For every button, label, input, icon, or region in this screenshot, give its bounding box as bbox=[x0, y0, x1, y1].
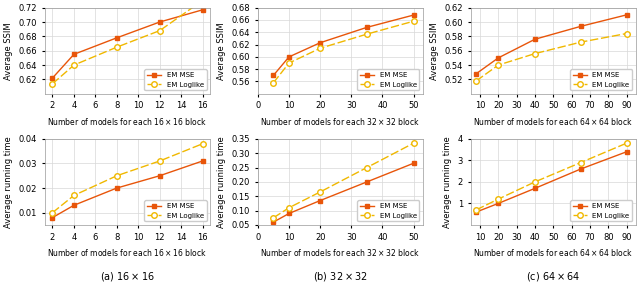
EM MSE bbox=[49, 76, 56, 80]
EM Loglike bbox=[269, 216, 277, 220]
Legend: EM MSE, EM Loglike: EM MSE, EM Loglike bbox=[357, 200, 419, 221]
EM Loglike bbox=[410, 20, 417, 23]
Y-axis label: Average SSIM: Average SSIM bbox=[4, 22, 13, 80]
EM MSE bbox=[531, 186, 539, 190]
EM MSE bbox=[531, 38, 539, 41]
EM MSE bbox=[410, 13, 417, 17]
Y-axis label: Average SSIM: Average SSIM bbox=[217, 22, 226, 80]
EM Loglike bbox=[113, 45, 121, 49]
EM MSE bbox=[623, 13, 630, 17]
EM Loglike bbox=[363, 32, 371, 36]
EM Loglike bbox=[70, 194, 78, 197]
Line: EM Loglike: EM Loglike bbox=[271, 140, 417, 221]
EM Loglike bbox=[49, 82, 56, 86]
EM Loglike bbox=[577, 40, 584, 44]
EM Loglike bbox=[623, 32, 630, 35]
Y-axis label: Average running time: Average running time bbox=[443, 136, 452, 228]
X-axis label: Number of models for each $64\times 64$ block: Number of models for each $64\times 64$ … bbox=[473, 247, 634, 258]
EM Loglike bbox=[70, 63, 78, 67]
EM MSE bbox=[199, 8, 207, 12]
EM MSE bbox=[472, 210, 480, 214]
Legend: EM MSE, EM Loglike: EM MSE, EM Loglike bbox=[570, 69, 632, 90]
Text: (b) $32\times 32$: (b) $32\times 32$ bbox=[313, 270, 368, 283]
EM MSE bbox=[70, 53, 78, 56]
Line: EM MSE: EM MSE bbox=[474, 149, 629, 215]
EM MSE bbox=[269, 74, 277, 77]
EM Loglike bbox=[156, 159, 164, 163]
EM MSE bbox=[285, 55, 293, 59]
EM Loglike bbox=[269, 81, 277, 84]
EM Loglike bbox=[623, 141, 630, 145]
Line: EM MSE: EM MSE bbox=[50, 159, 205, 220]
EM MSE bbox=[495, 202, 502, 205]
EM Loglike bbox=[156, 29, 164, 32]
Line: EM MSE: EM MSE bbox=[271, 13, 416, 78]
EM MSE bbox=[316, 41, 324, 44]
Y-axis label: Average running time: Average running time bbox=[217, 136, 226, 228]
X-axis label: Number of models for each $32\times 32$ block: Number of models for each $32\times 32$ … bbox=[260, 116, 420, 127]
EM MSE bbox=[156, 20, 164, 24]
Line: EM MSE: EM MSE bbox=[474, 12, 629, 76]
Line: EM MSE: EM MSE bbox=[271, 161, 416, 225]
EM Loglike bbox=[363, 166, 371, 169]
EM MSE bbox=[156, 174, 164, 178]
EM Loglike bbox=[577, 161, 584, 164]
EM Loglike bbox=[316, 190, 324, 194]
EM Loglike bbox=[495, 63, 502, 67]
EM MSE bbox=[577, 25, 584, 28]
EM Loglike bbox=[316, 46, 324, 50]
EM Loglike bbox=[49, 211, 56, 214]
Legend: EM MSE, EM Loglike: EM MSE, EM Loglike bbox=[145, 200, 207, 221]
Legend: EM MSE, EM Loglike: EM MSE, EM Loglike bbox=[145, 69, 207, 90]
Legend: EM MSE, EM Loglike: EM MSE, EM Loglike bbox=[357, 69, 419, 90]
EM MSE bbox=[472, 72, 480, 75]
Y-axis label: Average SSIM: Average SSIM bbox=[430, 22, 439, 80]
Text: (c) $64\times 64$: (c) $64\times 64$ bbox=[526, 270, 580, 283]
EM MSE bbox=[49, 216, 56, 219]
X-axis label: Number of models for each $32\times 32$ block: Number of models for each $32\times 32$ … bbox=[260, 247, 420, 258]
EM Loglike bbox=[472, 79, 480, 83]
Line: EM Loglike: EM Loglike bbox=[271, 18, 417, 86]
X-axis label: Number of models for each $16\times 16$ block: Number of models for each $16\times 16$ … bbox=[47, 247, 207, 258]
EM MSE bbox=[623, 150, 630, 154]
EM MSE bbox=[495, 56, 502, 60]
EM Loglike bbox=[410, 141, 417, 145]
Y-axis label: Average running time: Average running time bbox=[4, 136, 13, 228]
EM Loglike bbox=[113, 174, 121, 178]
Text: (a) $16\times 16$: (a) $16\times 16$ bbox=[100, 270, 155, 283]
X-axis label: Number of models for each $64\times 64$ block: Number of models for each $64\times 64$ … bbox=[473, 116, 634, 127]
EM MSE bbox=[285, 212, 293, 215]
EM Loglike bbox=[285, 61, 293, 65]
EM MSE bbox=[363, 25, 371, 29]
Line: EM Loglike: EM Loglike bbox=[474, 31, 629, 84]
EM MSE bbox=[316, 199, 324, 202]
Line: EM Loglike: EM Loglike bbox=[50, 141, 205, 215]
EM MSE bbox=[70, 203, 78, 207]
X-axis label: Number of models for each $16\times 16$ block: Number of models for each $16\times 16$ … bbox=[47, 116, 207, 127]
EM Loglike bbox=[199, 142, 207, 146]
Line: EM Loglike: EM Loglike bbox=[50, 0, 205, 86]
EM MSE bbox=[363, 180, 371, 184]
EM Loglike bbox=[472, 208, 480, 212]
EM MSE bbox=[269, 220, 277, 224]
Line: EM MSE: EM MSE bbox=[50, 7, 205, 81]
EM Loglike bbox=[531, 52, 539, 55]
EM MSE bbox=[410, 161, 417, 165]
EM MSE bbox=[577, 167, 584, 171]
Line: EM Loglike: EM Loglike bbox=[474, 140, 629, 213]
EM Loglike bbox=[285, 206, 293, 210]
EM Loglike bbox=[199, 0, 207, 2]
EM MSE bbox=[113, 36, 121, 40]
EM Loglike bbox=[495, 197, 502, 201]
EM MSE bbox=[199, 159, 207, 163]
Legend: EM MSE, EM Loglike: EM MSE, EM Loglike bbox=[570, 200, 632, 221]
EM MSE bbox=[113, 186, 121, 190]
EM Loglike bbox=[531, 180, 539, 184]
